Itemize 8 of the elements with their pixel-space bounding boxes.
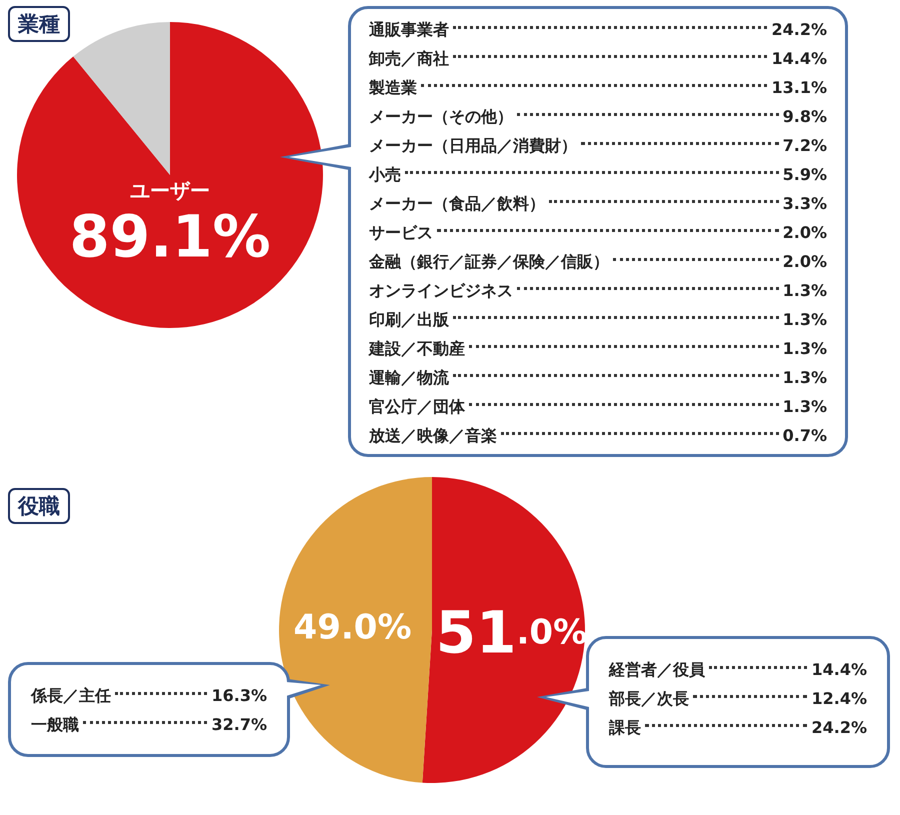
chart-title: 業種 [8,6,70,42]
callout-box: 係長／主任 16.3% 一般職 32.7% [8,662,290,757]
callout-box: 経営者／役員 14.4% 部長／次長 12.4% 課長 24.2% [586,636,890,768]
text: 役職 [8,488,70,524]
slice-label: ユーザー [130,178,210,202]
callout-box: 通販事業者 24.2% 卸売／商社 14.4% 製造業 13.1% メーカー（その他） 9.8% メーカー（日用品／消費財） 7.2% 小売 5.9% メーカー（食品／飲料） 3.3% サービス 2.0% 金融（銀行／証券／保険／信販） 2.0% オンラインビジネス 1.3% 印刷／出版 1.3% 建設／不動産 1.3% 運輸／物流 1.3% 官公庁／団体 1.3% 放送／映像／音楽 0.7% [348,6,848,457]
data-label: 89.1% [69,202,271,270]
data-label: 49.0% [294,608,412,648]
